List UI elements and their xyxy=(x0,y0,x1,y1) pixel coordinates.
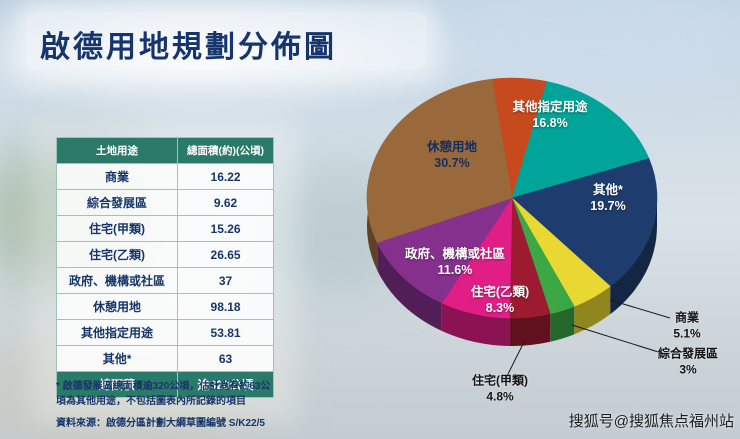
pie-slice-open-space xyxy=(366,78,513,243)
area-cell: 15.26 xyxy=(177,215,274,242)
table-row: 其他指定用途 53.81 xyxy=(55,319,274,346)
table-row: 綜合發展區 9.62 xyxy=(55,189,274,216)
leader-line-commercial xyxy=(609,299,671,319)
pie-slice-government-institution-community xyxy=(376,197,513,304)
pie-slice-side-residential-b xyxy=(441,302,510,346)
col-header-total-area: 總面積(約)(公頃) xyxy=(177,137,274,164)
total-value: 逾320公頃 xyxy=(177,371,274,398)
area-cell: 63 xyxy=(177,345,274,372)
land-use-cell: 住宅(乙類) xyxy=(55,241,179,268)
pie-slice-side-government-institution-community xyxy=(377,242,442,331)
pie-slice-other-specified-uses xyxy=(511,81,650,199)
table-row: 住宅(乙類) 26.65 xyxy=(55,241,274,268)
table-total-row: 總面積 逾320公頃 xyxy=(55,371,274,398)
area-cell: 53.81 xyxy=(177,319,274,346)
land-use-cell: 其他* xyxy=(55,345,179,372)
watermark: 搜狐号@搜狐焦点福州站 xyxy=(568,413,734,430)
area-cell: 98.18 xyxy=(177,293,274,320)
pie-slice-side-others xyxy=(610,198,657,315)
table-row: 休憩用地 98.18 xyxy=(55,293,274,320)
land-use-cell: 綜合發展區 xyxy=(55,189,179,216)
pie-slice-side-comprehensive-development-area xyxy=(550,306,575,342)
table-row: 商業 16.22 xyxy=(55,163,274,190)
table-row: 其他* 63 xyxy=(55,345,274,372)
page-title: 啟德用地規劃分佈圖 xyxy=(40,31,337,64)
land-use-cell: 商業 xyxy=(55,163,179,190)
col-header-land-use: 土地用途 xyxy=(55,137,179,164)
area-cell: 9.62 xyxy=(177,189,274,216)
leader-line-residential-a xyxy=(504,341,525,381)
pie-slice-others xyxy=(511,158,658,287)
data-source: 資料來源：啟德分區計劃大綱草圖編號 S/K22/5 xyxy=(56,418,265,429)
table-row: 政府、機構或社區 37 xyxy=(55,267,274,294)
land-use-cell: 政府、機構或社區 xyxy=(55,267,179,294)
pie-slice-side-residential-a xyxy=(509,313,551,347)
total-label: 總面積 xyxy=(55,371,179,398)
land-use-cell: 住宅(甲類) xyxy=(55,215,179,242)
land-use-cell: 其他指定用途 xyxy=(55,319,179,346)
leader-line-comprehensive-development-area xyxy=(571,324,669,356)
table-row: 住宅(甲類) 15.26 xyxy=(55,215,274,242)
land-use-cell: 休憩用地 xyxy=(55,293,179,320)
pie-slice-side-commercial xyxy=(574,286,611,335)
table-header-row: 土地用途 總面積(約)(公頃) xyxy=(55,137,274,164)
landuse-table: 土地用途 總面積(約)(公頃) 商業 16.22 綜合發展區 9.62 住宅(甲類) 15… xyxy=(55,137,274,398)
area-cell: 16.22 xyxy=(177,163,274,190)
footnote: * 啟德發展區總面積逾320公頃，估計尚有約63公頃為其他用途，不包括圖表內所記… xyxy=(56,381,271,407)
title-band xyxy=(26,12,426,70)
